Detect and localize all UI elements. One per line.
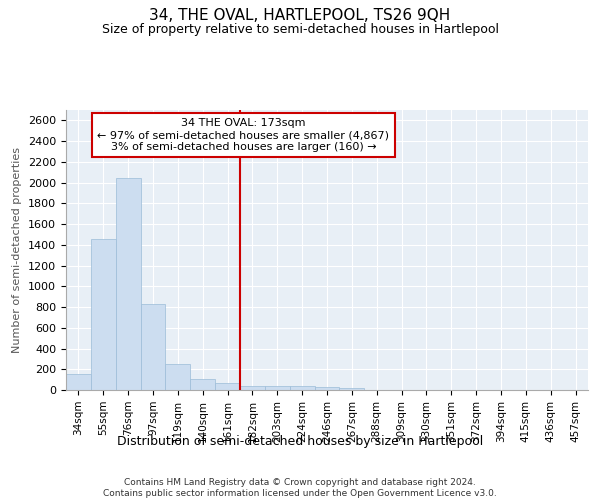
Bar	[190, 378, 215, 390]
Y-axis label: Number of semi-detached properties: Number of semi-detached properties	[13, 147, 22, 353]
Bar	[314, 387, 340, 390]
Text: Distribution of semi-detached houses by size in Hartlepool: Distribution of semi-detached houses by …	[117, 435, 483, 448]
Bar	[166, 364, 190, 390]
Bar	[215, 382, 240, 390]
Text: Size of property relative to semi-detached houses in Hartlepool: Size of property relative to semi-detach…	[101, 22, 499, 36]
Bar	[91, 238, 116, 390]
Bar	[116, 178, 140, 390]
Text: 34, THE OVAL, HARTLEPOOL, TS26 9QH: 34, THE OVAL, HARTLEPOOL, TS26 9QH	[149, 8, 451, 22]
Text: Contains HM Land Registry data © Crown copyright and database right 2024.
Contai: Contains HM Land Registry data © Crown c…	[103, 478, 497, 498]
Bar	[265, 386, 290, 390]
Bar	[240, 386, 265, 390]
Bar	[290, 386, 314, 390]
Bar	[340, 388, 364, 390]
Bar	[66, 374, 91, 390]
Text: 34 THE OVAL: 173sqm
← 97% of semi-detached houses are smaller (4,867)
3% of semi: 34 THE OVAL: 173sqm ← 97% of semi-detach…	[97, 118, 389, 152]
Bar	[140, 304, 166, 390]
